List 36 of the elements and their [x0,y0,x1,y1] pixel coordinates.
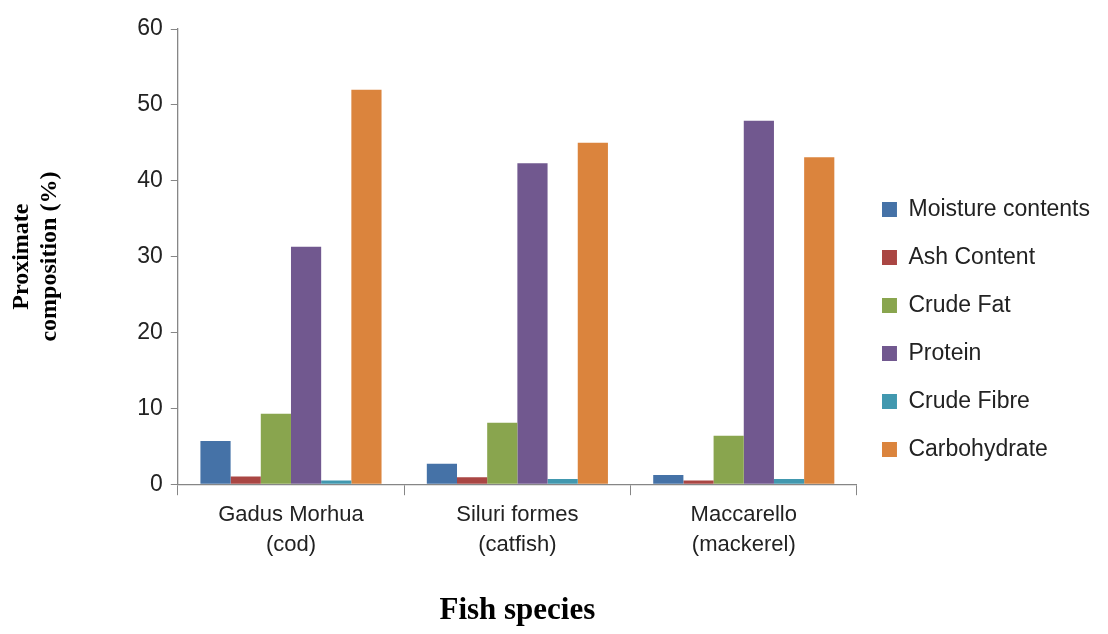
bar [487,422,518,484]
legend-label: Moisture contents [908,194,1090,221]
bar [804,157,835,484]
y-tick-label: 0 [149,469,163,496]
y-tick-label: 20 [137,317,163,344]
y-tick-label: 50 [137,90,163,117]
bar [653,475,684,484]
legend-label: Protein [908,338,982,365]
legend-label: Carbohydrate [908,434,1048,461]
x-axis-title: Fish species [439,591,596,627]
x-tick-label: Gadus Morhua (cod) [218,500,365,557]
bar [200,440,231,484]
bar [773,478,805,484]
bar [457,477,488,484]
bar [743,120,774,484]
y-tick-label: 40 [137,166,163,193]
legend-label: Crude Fat [908,290,1012,317]
bar [547,478,578,484]
bar [230,476,261,484]
x-tick-label: Maccarello (mackerel) [690,500,797,557]
y-axis-title: Proximate composition (%) [7,171,61,342]
bar [577,142,608,484]
bar [683,480,714,484]
bar [351,89,382,484]
y-tick-label: 10 [137,393,163,420]
y-tick-label: 30 [137,241,163,268]
y-tick-label: 60 [137,14,163,41]
bar [426,463,458,484]
x-tick-label: Siluri formes (catfish) [456,500,579,557]
bar [517,163,548,484]
legend-label: Ash Content [908,242,1036,269]
legend-label: Crude Fibre [908,386,1030,413]
bar [290,246,322,484]
bar [321,480,352,484]
bar [713,435,744,484]
bar [260,413,291,484]
